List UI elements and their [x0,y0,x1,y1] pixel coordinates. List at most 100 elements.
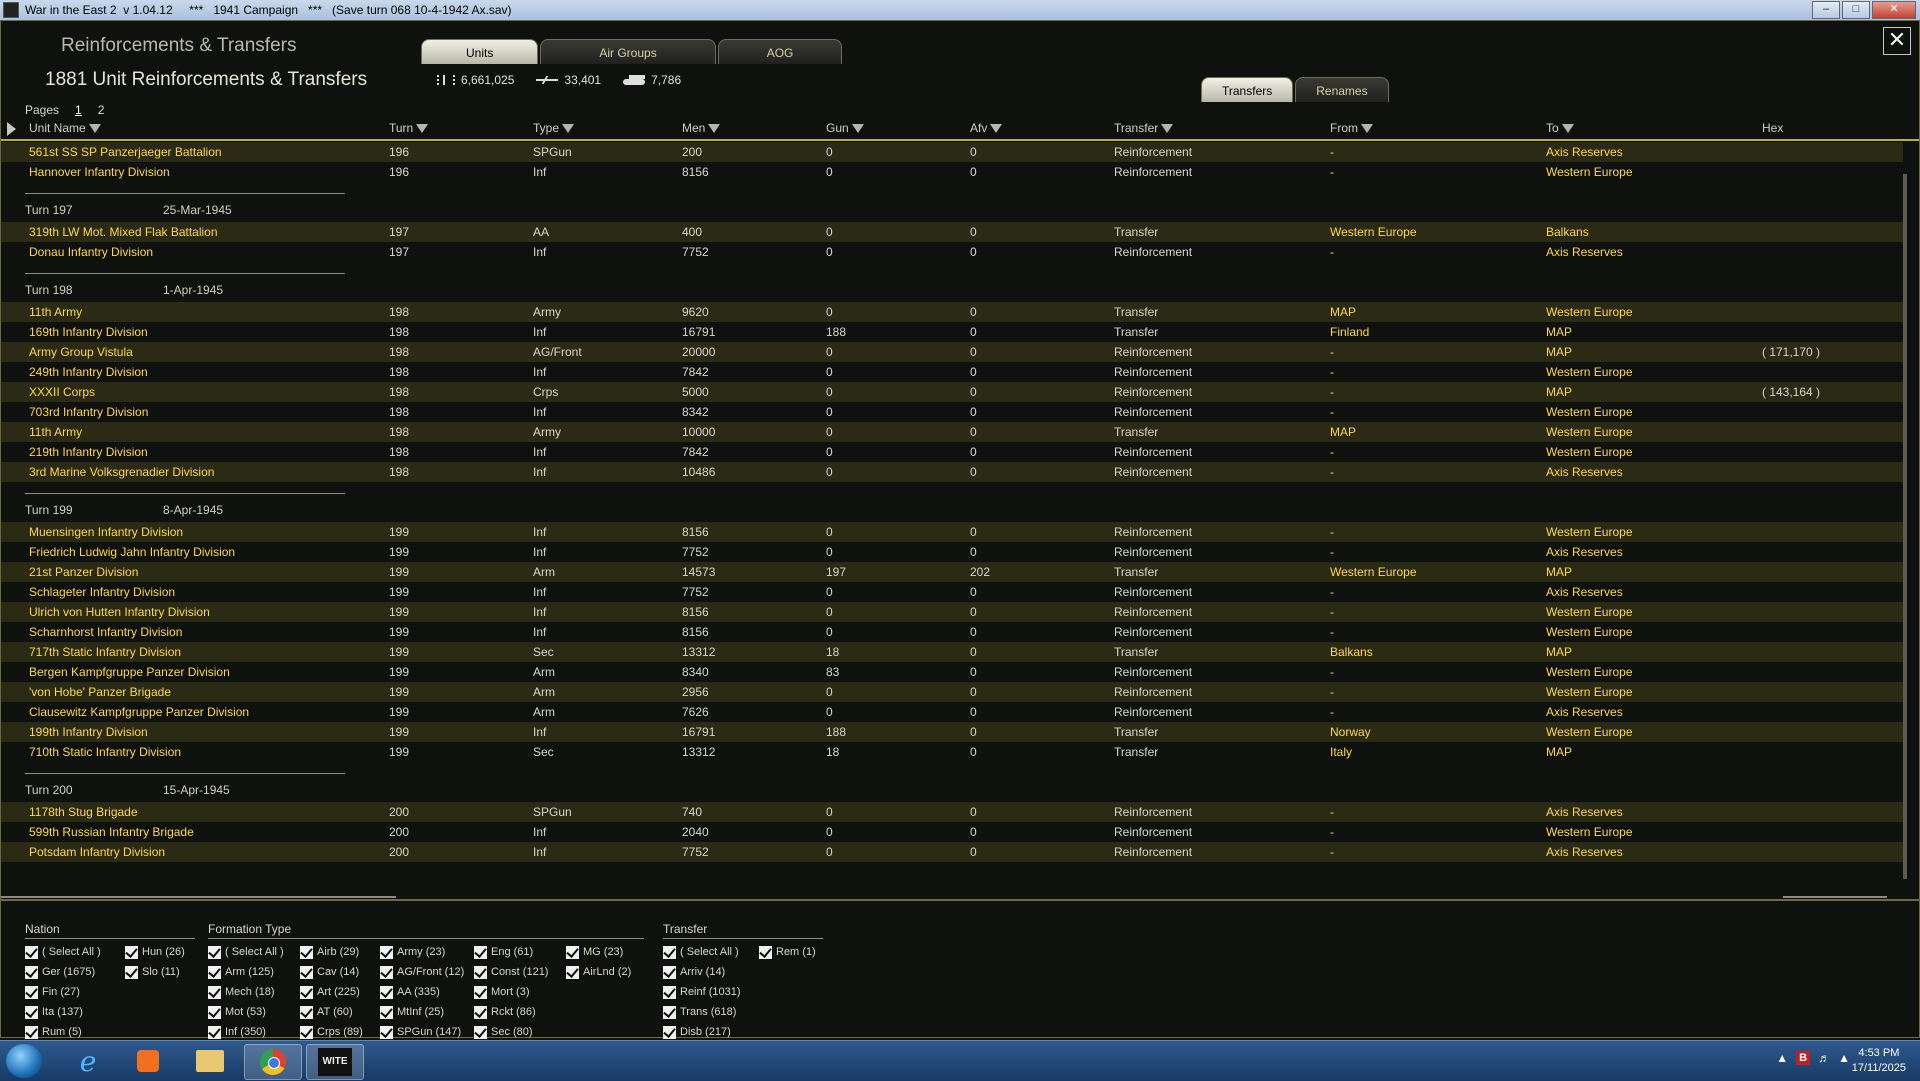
checkmark-icon[interactable] [208,1005,221,1019]
filter-checkbox[interactable]: AG/Front (12) [380,962,464,982]
filter-checkbox[interactable]: Hun (26) [125,942,185,962]
col-turn[interactable]: Turn [389,121,429,135]
table-row[interactable]: Schlageter Infantry Division 199 Inf 7752 0 0… [1,582,1903,602]
clock[interactable]: 4:53 PM 17/11/2025 [1852,1046,1906,1076]
filter-checkbox[interactable]: Disb (217) [663,1022,741,1042]
table-row[interactable]: 1178th Stug Brigade 200 SPGun 740 0 0 Reinforc… [1,802,1903,822]
table-row[interactable]: Potsdam Infantry Division 200 Inf 7752 0 0 Rei… [1,842,1903,862]
filter-icon[interactable] [708,123,721,133]
vertical-scrollbar[interactable] [1903,174,1907,879]
window-close-button[interactable]: ✕ [1872,1,1916,19]
filter-checkbox[interactable]: ( Select All ) [25,942,101,962]
checkmark-icon[interactable] [474,945,487,959]
checkmark-icon[interactable] [474,965,487,979]
cell-unit-name[interactable]: 599th Russian Infantry Brigade [29,825,194,839]
checkmark-icon[interactable] [208,985,221,999]
cell-unit-name[interactable]: Schlageter Infantry Division [29,585,176,599]
cell-unit-name[interactable]: 710th Static Infantry Division [29,745,182,759]
col-unit-name[interactable]: Unit Name [29,121,101,135]
minimize-button[interactable]: – [1812,1,1840,19]
tab-units[interactable]: Units [421,39,539,64]
horizontal-scrollbar-thumb[interactable] [1783,896,1887,898]
checkmark-icon[interactable] [663,945,676,959]
filter-checkbox[interactable]: Trans (618) [663,1002,741,1022]
cell-unit-name[interactable]: 'von Hobe' Panzer Brigade [29,685,172,699]
tab-air-groups[interactable]: Air Groups [540,39,716,64]
panel-close-button[interactable]: ✕ [1883,27,1911,55]
tab-aog[interactable]: AOG [717,39,843,64]
volume-icon[interactable]: ♬ [1818,1051,1831,1065]
cell-unit-name[interactable]: 21st Panzer Division [29,565,139,579]
col-to[interactable]: To [1546,121,1574,135]
checkmark-icon[interactable] [380,1005,393,1019]
table-row[interactable]: 169th Infantry Division 198 Inf 16791 188 0 Tr… [1,322,1903,342]
table-row[interactable]: Ulrich von Hutten Infantry Division 199 In… [1,602,1903,622]
col-gun[interactable]: Gun [826,121,864,135]
horizontal-scrollbar[interactable] [1,896,396,898]
cell-unit-name[interactable]: Muensingen Infantry Division [29,525,184,539]
checkmark-icon[interactable] [25,985,38,999]
cell-unit-name[interactable]: 249th Infantry Division [29,365,148,379]
wite-taskbar-button[interactable]: WITE [306,1044,364,1080]
tray-expand-icon[interactable]: ▲ [1776,1051,1789,1065]
filter-checkbox[interactable]: Ita (137) [25,1002,101,1022]
table-row[interactable]: Muensingen Infantry Division 199 Inf 8156 0 0… [1,522,1903,542]
table-row[interactable]: 710th Static Infantry Division 199 Sec 1331… [1,742,1903,762]
table-row[interactable]: 561st SS SP Panzerjaeger Battalion 196 SPG… [1,142,1903,162]
filter-checkbox[interactable]: ( Select All ) [663,942,741,962]
table-row[interactable]: Scharnhorst Infantry Division 199 Inf 8156 0… [1,622,1903,642]
filter-checkbox[interactable]: Reinf (1031) [663,982,741,1002]
cell-unit-name[interactable]: XXXII Corps [29,385,96,399]
table-row[interactable]: Army Group Vistula 198 AG/Front 20000 0 0 Rein… [1,342,1903,362]
cell-unit-name[interactable]: 717th Static Infantry Division [29,645,182,659]
table-row[interactable]: 11th Army 198 Army 10000 0 0 Transfer MAP Wester… [1,422,1903,442]
filter-checkbox[interactable]: SPGun (147) [380,1022,464,1042]
filter-checkbox[interactable]: Rum (5) [25,1022,101,1042]
col-from[interactable]: From [1330,121,1373,135]
cell-unit-name[interactable]: Scharnhorst Infantry Division [29,625,183,639]
tray-badge-icon[interactable]: B [1796,1051,1811,1065]
col-type[interactable]: Type [533,121,575,135]
filter-checkbox[interactable]: Fin (27) [25,982,101,1002]
filter-checkbox[interactable]: Ger (1675) [25,962,101,982]
page-2-link[interactable]: 2 [97,103,105,117]
tab-transfers[interactable]: Transfers [1201,77,1294,102]
table-row[interactable]: 219th Infantry Division 198 Inf 7842 0 0 Reinf… [1,442,1903,462]
cell-unit-name[interactable]: 11th Army [29,425,83,439]
cell-unit-name[interactable]: 703rd Infantry Division [29,405,149,419]
cell-unit-name[interactable]: 199th Infantry Division [29,725,148,739]
filter-checkbox[interactable]: Arriv (14) [663,962,741,982]
filter-checkbox[interactable]: Rckt (86) [474,1002,548,1022]
checkmark-icon[interactable] [566,965,579,979]
col-afv[interactable]: Afv [970,121,1003,135]
start-button[interactable] [6,1044,42,1078]
filter-checkbox[interactable]: Arm (125) [208,962,284,982]
table-row[interactable]: 703rd Infantry Division 198 Inf 8342 0 0 Reinf… [1,402,1903,422]
col-men[interactable]: Men [682,121,721,135]
checkmark-icon[interactable] [300,945,313,959]
checkmark-icon[interactable] [25,945,38,959]
filter-checkbox[interactable]: Cav (14) [300,962,363,982]
table-row[interactable]: Friedrich Ludwig Jahn Infantry Division 1… [1,542,1903,562]
media-player-taskbar-button[interactable] [120,1044,176,1078]
checkmark-icon[interactable] [759,945,772,959]
filter-checkbox[interactable]: Const (121) [474,962,548,982]
filter-icon[interactable] [416,123,429,133]
checkmark-icon[interactable] [380,1025,393,1039]
expand-arrow-icon[interactable] [7,122,16,136]
table-row[interactable]: XXXII Corps 198 Crps 5000 0 0 Reinforcement - MA… [1,382,1903,402]
filter-checkbox[interactable]: Eng (61) [474,942,548,962]
table-row[interactable]: 11th Army 198 Army 9620 0 0 Transfer MAP Western… [1,302,1903,322]
explorer-taskbar-button[interactable] [182,1044,238,1078]
filter-checkbox[interactable]: Inf (350) [208,1022,284,1042]
col-hex[interactable]: Hex [1762,121,1783,135]
cell-unit-name[interactable]: Clausewitz Kampfgruppe Panzer Division [29,705,250,719]
filter-icon[interactable] [1561,123,1574,133]
table-row[interactable]: 'von Hobe' Panzer Brigade 199 Arm 2956 0 0 Rei… [1,682,1903,702]
checkmark-icon[interactable] [25,1005,38,1019]
checkmark-icon[interactable] [300,1025,313,1039]
table-row[interactable]: Clausewitz Kampfgruppe Panzer Division 19… [1,702,1903,722]
filter-icon[interactable] [1361,123,1373,133]
table-row[interactable]: 319th LW Mot. Mixed Flak Battalion 197 AA 4… [1,222,1903,242]
checkmark-icon[interactable] [300,1005,313,1019]
